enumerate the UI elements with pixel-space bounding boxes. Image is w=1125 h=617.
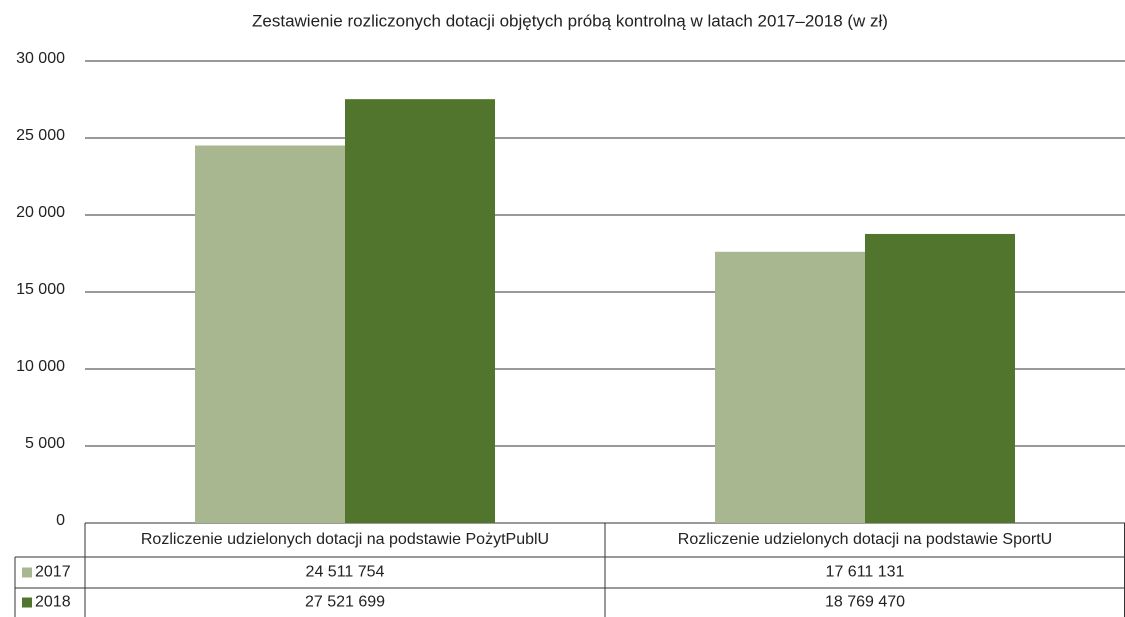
table-value: 24 511 754 xyxy=(306,564,385,581)
table-value: 27 521 699 xyxy=(305,594,385,611)
table-value: 17 611 131 xyxy=(826,564,905,581)
legend-label: 2017 xyxy=(35,564,71,581)
x-tick-label: Rozliczenie udzielonych dotacji na podst… xyxy=(678,531,1052,548)
y-tick-label: 5 000 xyxy=(25,435,65,452)
legend-swatch xyxy=(22,567,32,578)
bar xyxy=(715,251,865,524)
y-tick-label: 0 xyxy=(56,512,65,529)
table-value: 18 769 470 xyxy=(825,594,905,611)
bar xyxy=(345,99,495,523)
y-tick-label: 30 000 xyxy=(16,50,65,67)
y-tick-label: 20 000 xyxy=(16,204,65,221)
bar xyxy=(865,233,1015,523)
bar xyxy=(195,145,345,523)
legend-label: 2018 xyxy=(35,594,71,611)
y-tick-label: 15 000 xyxy=(16,281,65,298)
x-tick-label: Rozliczenie udzielonych dotacji na podst… xyxy=(141,531,549,548)
legend-swatch xyxy=(22,597,32,608)
y-tick-label: 10 000 xyxy=(16,358,65,375)
y-tick-label: 25 000 xyxy=(16,127,65,144)
chart-title: Zestawienie rozliczonych dotacji objętyc… xyxy=(252,11,888,30)
